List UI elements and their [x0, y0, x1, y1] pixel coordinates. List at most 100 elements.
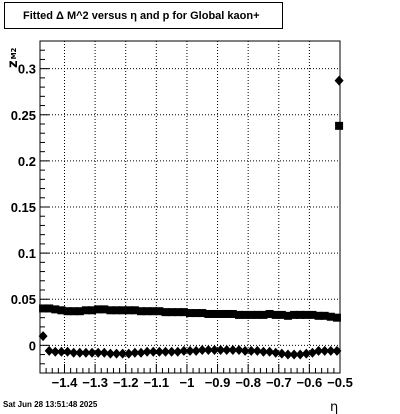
square-marker [302, 310, 311, 319]
square-marker [179, 308, 188, 317]
square-marker [326, 312, 335, 321]
square-marker [94, 305, 103, 314]
square-marker [283, 311, 292, 320]
diamond-marker [56, 346, 66, 357]
square-marker [265, 309, 274, 318]
square-marker [198, 309, 207, 318]
tick-labels: −1.4 −1.3 −1.2 −1.1 −1 −0.9 −0.8 −0.7 −0.6 −0.5 0 0… [11, 62, 353, 390]
diamond-marker [105, 348, 115, 359]
diamond-marker [118, 348, 128, 359]
y-tick-label: 0.1 [18, 246, 36, 261]
square-marker [57, 306, 66, 315]
diamond-marker [63, 346, 73, 357]
y-tick-label: 0.25 [11, 108, 36, 123]
square-marker [241, 310, 250, 319]
square-marker [314, 311, 323, 320]
diamond-marker [283, 349, 293, 360]
square-marker [88, 306, 97, 315]
diamond-marker [50, 346, 60, 357]
square-marker [45, 304, 54, 313]
square-marker [100, 305, 109, 314]
square-marker [155, 307, 164, 316]
square-marker [259, 310, 268, 319]
x-axis-title: η [330, 400, 338, 414]
square-marker [63, 307, 72, 316]
square-marker [222, 309, 231, 318]
square-marker [335, 121, 344, 130]
diamond-marker [234, 344, 244, 355]
square-marker [210, 309, 219, 318]
diamond-marker [222, 344, 232, 355]
square-marker [228, 309, 237, 318]
diamond-marker [326, 345, 336, 356]
diamond-marker [154, 346, 164, 357]
square-marker [186, 309, 194, 318]
diamond-marker [265, 346, 275, 357]
diamond-marker [203, 344, 213, 355]
square-marker [277, 310, 286, 319]
diamond-marker [87, 347, 97, 358]
square-marker [216, 309, 225, 318]
x-tick-label: −1.1 [143, 375, 169, 390]
square-marker [290, 310, 299, 319]
square-marker [271, 310, 280, 319]
diamond-marker [136, 347, 146, 358]
square-marker [137, 307, 146, 316]
square-marker [204, 309, 213, 318]
y-axis-title: zM2 [6, 47, 21, 68]
diamond-marker [320, 345, 330, 356]
axis-ticks [39, 40, 341, 374]
diamond-marker [271, 347, 281, 358]
diamond-marker [185, 345, 195, 356]
x-tick-label: −1.2 [113, 375, 139, 390]
square-marker [308, 310, 317, 319]
square-marker [234, 310, 243, 319]
diamond-marker [130, 347, 140, 358]
square-marker [149, 307, 158, 316]
diamond-marker [295, 349, 305, 360]
diamond-marker [240, 345, 250, 356]
diamond-marker [124, 348, 134, 359]
diamond-marker [161, 346, 171, 357]
square-marker [143, 307, 152, 316]
diamond-marker [179, 345, 189, 356]
x-tick-label: −0.6 [297, 375, 323, 390]
square-marker [81, 306, 90, 315]
square-marker [124, 306, 133, 315]
square-marker [112, 306, 121, 315]
y-tick-label: 0 [29, 338, 36, 353]
square-marker [39, 304, 48, 313]
diamond-marker [112, 348, 122, 359]
square-marker [118, 306, 127, 315]
square-marker [51, 305, 60, 314]
square-marker [320, 311, 329, 320]
diamond-marker [216, 344, 226, 355]
diamond-marker [148, 346, 158, 357]
y-tick-label: 0.2 [18, 154, 36, 169]
square-marker [161, 308, 170, 317]
grid [40, 41, 341, 373]
diamond-marker [81, 347, 91, 358]
square-marker [173, 308, 182, 317]
chart-title: Fitted Δ M^2 versus η and p for Global k… [4, 2, 283, 29]
diamond-marker [314, 345, 324, 356]
diamond-marker [69, 347, 79, 358]
diamond-marker [332, 345, 342, 356]
x-tick-label: −1.3 [82, 375, 108, 390]
diamond-marker [246, 345, 256, 356]
y-axis-title-subscript: M2 [10, 47, 18, 59]
x-tick-label: −1.4 [52, 375, 78, 390]
y-tick-label: 0.15 [11, 200, 36, 215]
diamond-marker [142, 346, 152, 357]
diamond-marker [258, 346, 268, 357]
square-marker [75, 307, 84, 316]
square-marker [192, 309, 201, 318]
data-marks [38, 75, 344, 360]
y-tick-label: 0.05 [11, 292, 36, 307]
square-marker [130, 306, 139, 315]
diamond-marker [75, 347, 85, 358]
y-tick-label: 0.3 [18, 62, 36, 77]
diamond-marker [197, 344, 207, 355]
diamond-marker [252, 345, 262, 356]
